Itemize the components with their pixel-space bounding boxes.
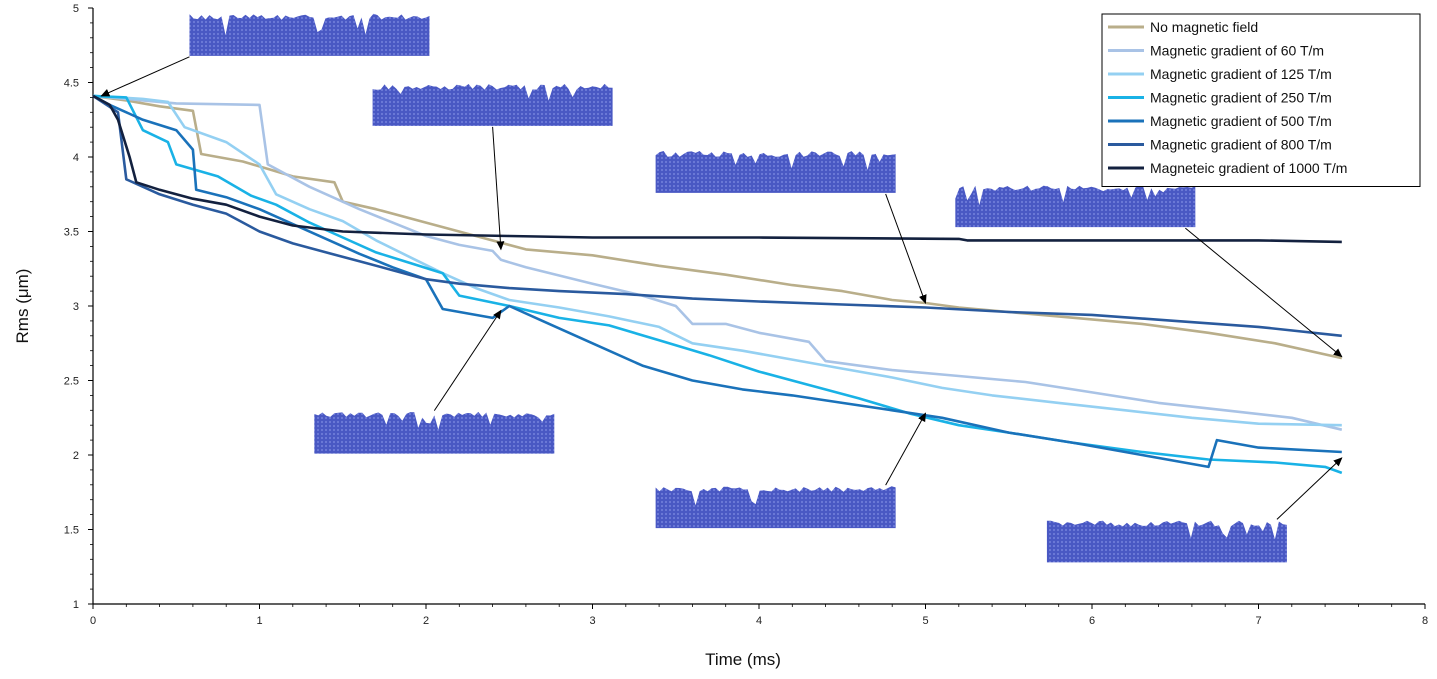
surface-inset-image <box>655 151 896 193</box>
legend-label: Magnetic gradient of 125 T/m <box>1150 66 1332 82</box>
y-tick-label: 4.5 <box>64 78 79 90</box>
x-tick-label: 6 <box>1089 615 1095 627</box>
y-tick-label: 5 <box>73 3 79 15</box>
legend-label: Magnetic gradient of 800 T/m <box>1150 137 1332 153</box>
y-tick-label: 1 <box>73 599 79 611</box>
inset-arrow <box>100 56 190 97</box>
inset-arrows-layer <box>100 56 1343 520</box>
legend-label: Magneteic gradient of 1000 T/m <box>1150 160 1347 176</box>
x-tick-label: 8 <box>1422 615 1428 627</box>
series-line-3 <box>92 94 1342 427</box>
surface-inset-layer <box>189 13 1287 563</box>
y-tick-label: 2 <box>73 450 79 462</box>
x-tick-label: 3 <box>589 615 595 627</box>
legend-label: No magnetic field <box>1150 19 1258 35</box>
legend-label: Magnetic gradient of 60 T/m <box>1150 43 1324 59</box>
surface-inset-image <box>314 411 555 454</box>
x-tick-label: 0 <box>90 615 96 627</box>
series-line-5 <box>92 94 1342 469</box>
legend-box <box>1101 13 1421 187</box>
surface-inset-image <box>655 486 896 529</box>
inset-arrow <box>1276 457 1343 520</box>
y-tick-label: 2.5 <box>64 376 79 388</box>
x-tick-label: 1 <box>256 615 262 627</box>
inset-arrow <box>885 193 927 304</box>
x-tick-label: 4 <box>756 615 762 627</box>
x-axis-label: Time (ms) <box>705 650 781 669</box>
axes: 0 1 2 3 4 5 6 7 811.522.533.544.55 <box>64 3 1428 627</box>
x-tick-label: 5 <box>922 615 928 627</box>
legend-label: Magnetic gradient of 500 T/m <box>1150 113 1332 129</box>
x-tick-label: 2 <box>423 615 429 627</box>
series-line-6 <box>92 94 1342 338</box>
inset-arrow <box>433 309 502 411</box>
series-line-1 <box>92 94 1343 360</box>
surface-inset-image <box>955 185 1196 228</box>
legend-label: Magnetic gradient of 250 T/m <box>1150 90 1332 106</box>
inset-arrow <box>1185 227 1343 358</box>
y-axis-label: Rms (μm) <box>13 269 32 344</box>
y-tick-label: 3.5 <box>64 227 79 239</box>
series-layer <box>92 94 1343 475</box>
inset-arrow <box>885 412 926 486</box>
legend: No magnetic field Magnetic gradient of 60… <box>1101 13 1421 187</box>
y-tick-label: 1.5 <box>64 525 79 537</box>
x-tick-label: 7 <box>1255 615 1261 627</box>
surface-inset-image <box>1046 520 1287 563</box>
surface-inset-image <box>189 13 430 56</box>
y-tick-label: 4 <box>73 152 79 164</box>
series-line-7 <box>92 94 1342 244</box>
y-tick-label: 3 <box>73 301 79 313</box>
surface-inset-image <box>372 83 613 126</box>
inset-arrow <box>492 126 505 251</box>
